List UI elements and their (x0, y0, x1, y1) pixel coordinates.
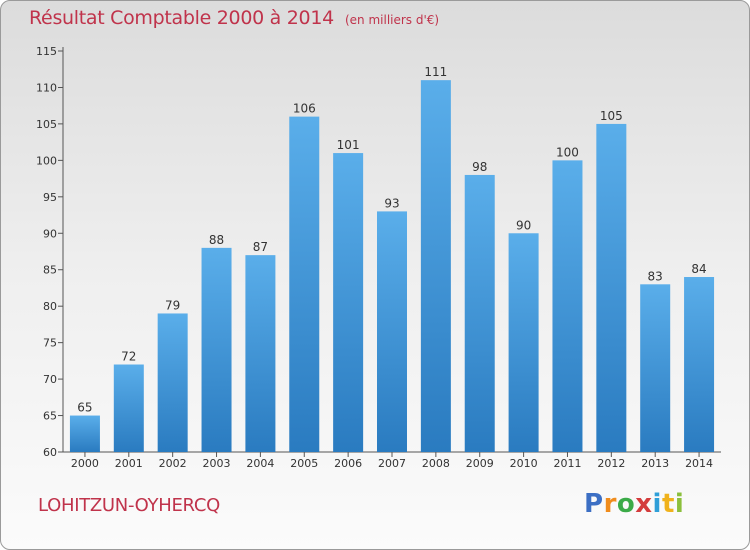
logo-letter: r (603, 489, 617, 519)
bar-2006[interactable] (333, 153, 364, 452)
data-label: 90 (516, 218, 531, 232)
data-label: 106 (293, 102, 316, 116)
x-tick-label: 2006 (334, 457, 362, 470)
data-label: 111 (424, 65, 447, 79)
logo-letter: t (661, 489, 675, 519)
data-label: 101 (337, 138, 360, 152)
y-tick-label: 105 (36, 118, 57, 131)
y-tick-label: 60 (43, 446, 57, 459)
x-tick-label: 2008 (422, 457, 450, 470)
bar-2008[interactable] (420, 80, 451, 452)
data-label: 79 (165, 298, 180, 312)
y-tick-label: 85 (43, 264, 57, 277)
bar-2004[interactable] (245, 255, 276, 452)
bar-2012[interactable] (596, 123, 627, 452)
data-label: 84 (691, 262, 706, 276)
chart-subtitle: (en milliers d'€) (344, 13, 440, 27)
x-tick-label: 2000 (71, 457, 99, 470)
y-tick-label: 70 (43, 373, 57, 386)
bar-2011[interactable] (552, 160, 583, 452)
x-tick-label: 2003 (203, 457, 231, 470)
x-tick-label: 2002 (159, 457, 187, 470)
logo-letter: P (584, 489, 604, 519)
x-tick-label: 2014 (685, 457, 713, 470)
x-tick-label: 2009 (466, 457, 494, 470)
x-tick-label: 2010 (510, 457, 538, 470)
bar-2005[interactable] (289, 116, 320, 453)
chart-title: Résultat Comptable 2000 à 2014 (29, 7, 334, 29)
bar-2009[interactable] (464, 174, 495, 453)
bar-2002[interactable] (157, 313, 188, 452)
x-tick-label: 2001 (115, 457, 143, 470)
y-tick-label: 100 (36, 154, 57, 167)
x-tick-label: 2007 (378, 457, 406, 470)
logo-letter: i (674, 489, 685, 519)
bar-2001[interactable] (113, 364, 144, 452)
logo-letter: i (652, 489, 662, 519)
x-tick-label: 2004 (246, 457, 274, 470)
y-tick-label: 90 (43, 227, 57, 240)
y-tick-label: 75 (43, 337, 57, 350)
data-label: 100 (556, 145, 579, 159)
data-label: 87 (253, 240, 268, 254)
x-tick-label: 2011 (553, 457, 581, 470)
logo-letter: x (635, 489, 653, 519)
data-label: 83 (648, 269, 663, 283)
y-tick-label: 95 (43, 191, 57, 204)
place-name: LOHITZUN-OYHERCQ (38, 495, 220, 516)
bar-2003[interactable] (201, 247, 232, 452)
y-tick-label: 65 (43, 410, 57, 423)
x-tick-label: 2005 (290, 457, 318, 470)
bar-2010[interactable] (508, 233, 539, 452)
y-tick-label: 110 (36, 81, 57, 94)
chart-title-block: Résultat Comptable 2000 à 2014 (en milli… (29, 7, 439, 29)
y-tick-label: 80 (43, 300, 57, 313)
bar-2013[interactable] (640, 284, 671, 452)
data-label: 105 (600, 109, 623, 123)
data-label: 93 (384, 196, 399, 210)
logo-letter: o (616, 489, 636, 519)
bar-2007[interactable] (377, 211, 407, 452)
data-label: 98 (472, 160, 487, 174)
y-tick-label: 115 (36, 45, 57, 58)
data-label: 72 (121, 350, 136, 364)
bar-2000[interactable] (69, 415, 100, 452)
data-label: 88 (209, 233, 224, 247)
x-tick-label: 2013 (641, 457, 669, 470)
bar-2014[interactable] (684, 277, 715, 452)
proxiti-logo[interactable]: Proxiti (584, 489, 684, 519)
x-tick-label: 2012 (597, 457, 625, 470)
data-label: 65 (77, 401, 92, 415)
